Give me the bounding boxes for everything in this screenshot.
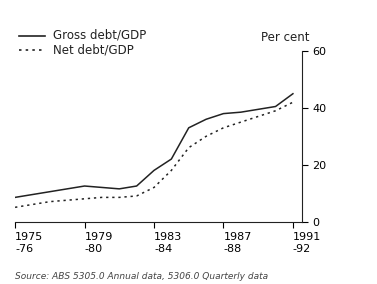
Text: Net debt/GDP: Net debt/GDP xyxy=(53,43,133,56)
Text: Gross debt/GDP: Gross debt/GDP xyxy=(53,29,146,42)
Text: Per cent: Per cent xyxy=(261,31,309,44)
Text: Source: ABS 5305.0 Annual data, 5306.0 Quarterly data: Source: ABS 5305.0 Annual data, 5306.0 Q… xyxy=(15,272,268,281)
